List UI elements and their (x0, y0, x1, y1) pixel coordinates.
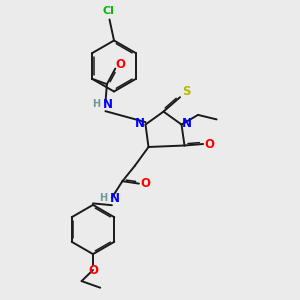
Text: O: O (88, 264, 98, 277)
Text: N: N (182, 116, 192, 130)
Text: O: O (116, 58, 126, 70)
Text: Cl: Cl (102, 6, 114, 16)
Text: H: H (92, 99, 100, 109)
Text: O: O (205, 137, 215, 151)
Text: O: O (140, 177, 150, 190)
Text: H: H (99, 193, 108, 203)
Text: S: S (182, 85, 190, 98)
Text: N: N (110, 192, 120, 205)
Text: N: N (135, 116, 145, 130)
Text: N: N (103, 98, 113, 111)
